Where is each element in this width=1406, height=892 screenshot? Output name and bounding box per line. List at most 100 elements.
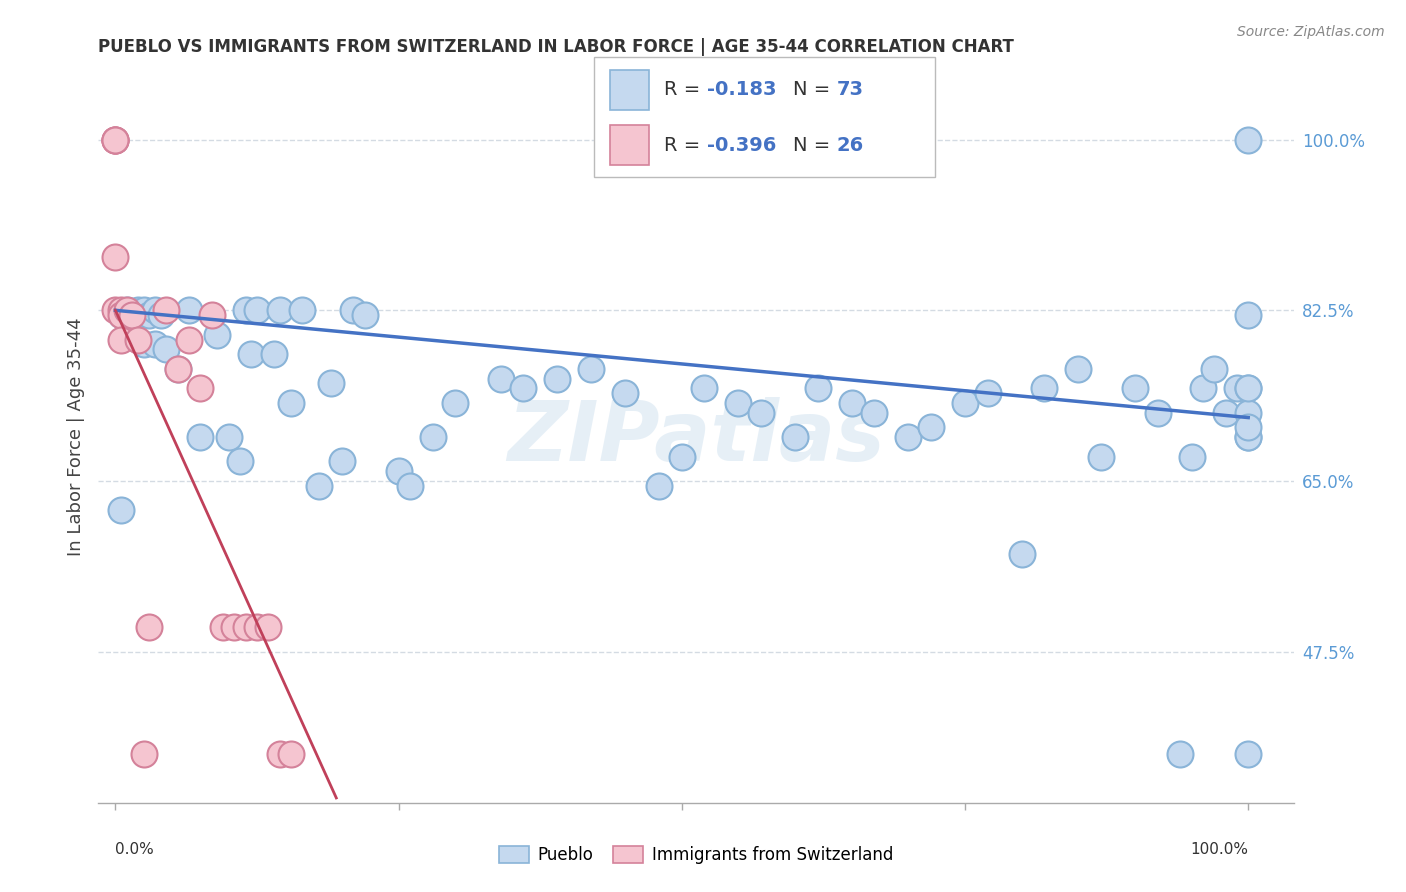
Text: 73: 73	[837, 80, 865, 99]
Point	[614, 386, 637, 401]
Point	[783, 430, 806, 444]
Point	[546, 371, 568, 385]
Point	[115, 303, 138, 318]
Text: 26: 26	[837, 136, 865, 154]
Point	[115, 303, 138, 318]
Point	[444, 396, 467, 410]
Point	[104, 133, 127, 147]
Point	[224, 620, 246, 634]
Point	[1237, 133, 1260, 147]
Point	[291, 303, 314, 318]
Point	[1033, 381, 1056, 395]
Text: N =: N =	[793, 80, 837, 99]
Point	[1237, 430, 1260, 444]
Point	[1237, 381, 1260, 395]
Point	[104, 133, 127, 147]
Point	[110, 308, 132, 322]
Point	[201, 308, 224, 322]
Point	[807, 381, 830, 395]
Point	[1226, 381, 1249, 395]
Point	[240, 347, 263, 361]
Point	[149, 308, 172, 322]
Legend: Pueblo, Immigrants from Switzerland: Pueblo, Immigrants from Switzerland	[499, 846, 893, 864]
Point	[749, 406, 772, 420]
Text: -0.396: -0.396	[707, 136, 776, 154]
Point	[269, 747, 291, 761]
Text: Source: ZipAtlas.com: Source: ZipAtlas.com	[1237, 25, 1385, 39]
Point	[388, 464, 411, 478]
Point	[110, 333, 132, 347]
Point	[121, 308, 143, 322]
Point	[1237, 420, 1260, 434]
Point	[127, 333, 149, 347]
Point	[190, 381, 212, 395]
Point	[155, 343, 177, 357]
Point	[1146, 406, 1168, 420]
Point	[1168, 747, 1191, 761]
Text: R =: R =	[664, 136, 706, 154]
Point	[246, 620, 269, 634]
Point	[953, 396, 976, 410]
FancyBboxPatch shape	[595, 57, 935, 178]
Point	[138, 620, 160, 634]
Point	[110, 303, 132, 318]
Point	[104, 303, 127, 318]
Point	[177, 333, 200, 347]
Point	[1237, 381, 1260, 395]
Point	[308, 479, 330, 493]
Text: -0.183: -0.183	[707, 80, 776, 99]
Point	[319, 376, 342, 391]
Point	[132, 747, 155, 761]
Y-axis label: In Labor Force | Age 35-44: In Labor Force | Age 35-44	[66, 318, 84, 557]
Point	[976, 386, 998, 401]
Point	[897, 430, 920, 444]
Point	[155, 303, 177, 318]
Point	[342, 303, 364, 318]
Point	[166, 361, 188, 376]
Point	[512, 381, 534, 395]
FancyBboxPatch shape	[610, 125, 650, 165]
Point	[212, 620, 235, 634]
Point	[110, 308, 132, 322]
Point	[104, 250, 127, 264]
Point	[235, 620, 257, 634]
Text: 100.0%: 100.0%	[1191, 842, 1249, 856]
Point	[257, 620, 280, 634]
Point	[166, 361, 188, 376]
Text: N =: N =	[793, 136, 837, 154]
Point	[422, 430, 444, 444]
Point	[190, 430, 212, 444]
Point	[132, 303, 155, 318]
Point	[1215, 406, 1237, 420]
Point	[218, 430, 240, 444]
Text: R =: R =	[664, 80, 706, 99]
Point	[235, 303, 257, 318]
Point	[330, 454, 353, 468]
Point	[671, 450, 693, 464]
Point	[143, 337, 166, 351]
Point	[110, 503, 132, 517]
Point	[246, 303, 269, 318]
Point	[127, 303, 149, 318]
Point	[727, 396, 749, 410]
Text: PUEBLO VS IMMIGRANTS FROM SWITZERLAND IN LABOR FORCE | AGE 35-44 CORRELATION CHA: PUEBLO VS IMMIGRANTS FROM SWITZERLAND IN…	[98, 38, 1014, 56]
Point	[1180, 450, 1202, 464]
Point	[353, 308, 375, 322]
Point	[1237, 406, 1260, 420]
Point	[143, 303, 166, 318]
Point	[648, 479, 671, 493]
Point	[207, 327, 229, 342]
Point	[280, 396, 302, 410]
Point	[1090, 450, 1112, 464]
Point	[579, 361, 602, 376]
Point	[280, 747, 302, 761]
Text: 0.0%: 0.0%	[115, 842, 155, 856]
Point	[841, 396, 863, 410]
Point	[399, 479, 422, 493]
Point	[863, 406, 886, 420]
Point	[1192, 381, 1215, 395]
FancyBboxPatch shape	[610, 70, 650, 110]
Point	[1011, 547, 1033, 561]
Point	[269, 303, 291, 318]
Point	[104, 133, 127, 147]
